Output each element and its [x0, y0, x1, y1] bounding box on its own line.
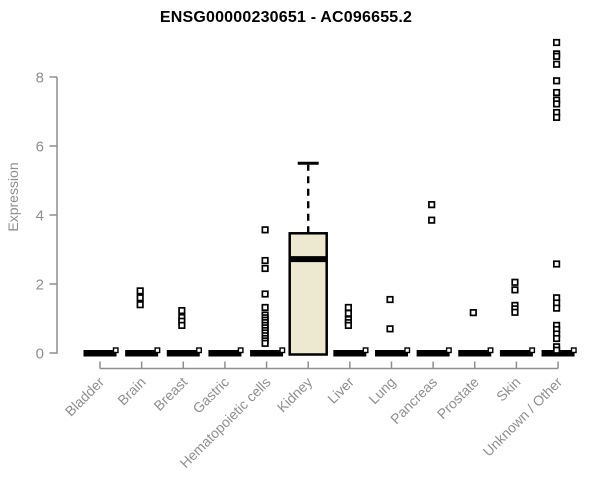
zero-marker-hematopoietic-cells — [279, 347, 286, 354]
outlier-point-skin — [511, 278, 519, 286]
outlier-point-unknown-other — [552, 346, 561, 354]
outlier-point-unknown-other — [552, 334, 561, 343]
zero-marker-lung — [404, 347, 411, 354]
outlier-point-prostate — [469, 309, 477, 317]
x-tick-label-skin: Skin — [493, 374, 524, 405]
outlier-point-unknown-other — [552, 52, 561, 60]
outlier-point-hematopoietic-cells — [261, 303, 269, 312]
y-tick-label: 2 — [36, 277, 44, 294]
outlier-point-hematopoietic-cells — [261, 256, 269, 265]
outlier-point-unknown-other — [552, 260, 561, 268]
outlier-point-hematopoietic-cells — [261, 226, 269, 234]
y-tick-label: 8 — [36, 70, 44, 87]
outlier-point-pancreas — [428, 216, 436, 224]
zero-bar-prostate — [458, 350, 492, 357]
outlier-point-unknown-other — [552, 60, 561, 68]
x-tick-label-liver: Liver — [324, 374, 357, 407]
outlier-point-unknown-other — [552, 88, 561, 97]
zero-marker-unknown-other — [570, 347, 577, 354]
x-tick-label-lung: Lung — [365, 374, 398, 407]
outlier-point-unknown-other — [552, 113, 561, 121]
zero-bar-breast — [166, 350, 200, 357]
outlier-point-unknown-other — [552, 38, 561, 47]
x-tick-label-unknown-other: Unknown / Other — [480, 374, 566, 460]
outlier-point-liver — [344, 303, 352, 312]
outlier-point-breast — [178, 306, 186, 315]
zero-bar-gastric — [208, 350, 242, 357]
x-tick-label-kidney: Kidney — [274, 374, 316, 416]
zero-marker-breast — [196, 347, 202, 354]
zero-bar-bladder — [83, 350, 117, 357]
outlier-point-brain — [136, 301, 144, 309]
x-tick-label-brain: Brain — [114, 374, 148, 408]
outlier-point-hematopoietic-cells — [261, 264, 269, 273]
outlier-point-pancreas — [428, 201, 436, 209]
outlier-point-hematopoietic-cells — [261, 290, 269, 298]
outlier-point-breast — [178, 321, 186, 329]
outlier-point-unknown-other — [552, 304, 561, 312]
zero-bar-skin — [499, 350, 533, 357]
outlier-point-unknown-other — [552, 77, 561, 85]
y-tick-label: 6 — [36, 139, 44, 156]
zero-bar-pancreas — [416, 350, 450, 357]
zero-marker-liver — [362, 347, 369, 354]
zero-bar-hematopoietic-cells — [250, 350, 284, 357]
x-tick-label-bladder: Bladder — [62, 374, 108, 420]
outlier-point-liver — [344, 321, 352, 329]
outlier-point-unknown-other — [552, 100, 561, 108]
x-tick-label-breast: Breast — [150, 374, 190, 414]
outlier-point-skin — [511, 308, 519, 316]
x-tick-label-prostate: Prostate — [434, 374, 482, 422]
y-tick-label: 0 — [36, 346, 44, 363]
outlier-point-brain — [136, 294, 144, 302]
zero-marker-brain — [154, 347, 161, 354]
zero-bar-liver — [333, 350, 367, 357]
outlier-point-lung — [386, 295, 394, 304]
y-tick-label: 4 — [36, 208, 44, 225]
outlier-point-hematopoietic-cells — [261, 339, 269, 347]
outlier-point-liver — [344, 309, 352, 317]
chart-title: ENSG00000230651 - AC096655.2 — [159, 9, 413, 26]
zero-marker-prostate — [487, 347, 494, 354]
box-kidney — [288, 232, 328, 356]
outlier-point-skin — [511, 286, 519, 294]
zero-bar-brain — [125, 350, 159, 357]
outlier-point-brain — [136, 287, 144, 295]
zero-marker-skin — [529, 347, 536, 354]
zero-marker-gastric — [237, 347, 244, 354]
outlier-point-lung — [386, 325, 394, 333]
zero-marker-pancreas — [445, 347, 452, 354]
zero-marker-bladder — [112, 347, 119, 354]
zero-bar-lung — [374, 350, 408, 357]
